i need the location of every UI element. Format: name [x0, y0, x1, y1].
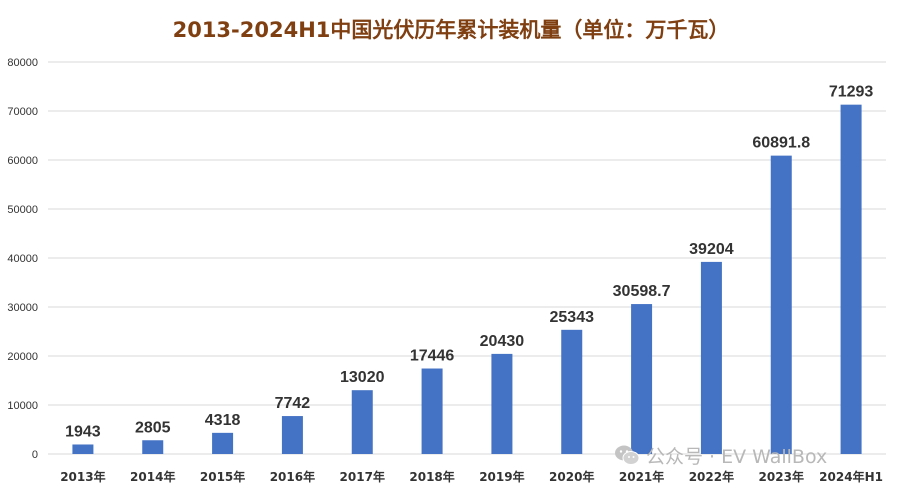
x-axis: 2013年 2014年 2015年 2016年 2017年 2018年 2019年 2020年…: [60, 469, 883, 484]
x-tick-label: 2022年: [689, 469, 734, 484]
y-tick-label: 10000: [7, 400, 38, 412]
x-tick-label: 2015年: [200, 469, 245, 484]
y-tick-label: 70000: [7, 106, 38, 118]
x-tick-label: 2013年: [60, 469, 105, 484]
x-tick-label: 2023年: [759, 469, 804, 484]
chart-title: 2013-2024H1中国光伏历年累计装机量（单位：万千瓦）: [172, 18, 730, 42]
bar: [840, 104, 862, 454]
bar: [142, 440, 164, 454]
data-label: 13020: [340, 369, 385, 386]
bar: [770, 155, 792, 454]
x-tick-label: 2021年: [619, 469, 664, 484]
bar: [351, 390, 373, 454]
bar: [491, 353, 513, 454]
data-labels: 1943 2805 4318 7742 13020 17446 20430 25343 3059…: [65, 84, 873, 441]
data-label: 60891.8: [752, 135, 810, 152]
bar: [281, 416, 303, 454]
data-label: 25343: [550, 309, 595, 326]
data-label: 1943: [65, 423, 101, 440]
gridlines: [48, 61, 886, 455]
x-tick-label: 2016年: [270, 469, 315, 484]
data-label: 20430: [480, 333, 525, 350]
x-tick-label: 2017年: [340, 469, 385, 484]
y-tick-label: 20000: [7, 351, 38, 363]
y-tick-label: 30000: [7, 302, 38, 314]
bars: [72, 104, 862, 454]
bar: [421, 368, 443, 454]
y-axis: 0 10000 20000 30000 40000 50000 60000 70000 8000…: [7, 57, 38, 461]
y-tick-label: 80000: [7, 57, 38, 69]
bar: [561, 329, 583, 454]
data-label: 4318: [205, 412, 241, 429]
bar: [212, 432, 234, 454]
bar: [700, 261, 722, 454]
y-tick-label: 50000: [7, 204, 38, 216]
data-label: 2805: [135, 419, 171, 436]
x-tick-label: 2024年H1: [819, 469, 883, 484]
bar: [631, 304, 653, 454]
data-label: 7742: [275, 395, 311, 412]
bar: [72, 444, 94, 454]
wechat-icon: [615, 445, 640, 465]
y-tick-label: 0: [32, 449, 38, 461]
data-label: 30598.7: [613, 283, 671, 300]
watermark: 公众号 · EV WallBox: [614, 441, 827, 469]
data-label: 17446: [410, 348, 455, 365]
x-tick-label: 2018年: [409, 469, 454, 484]
data-label: 39204: [689, 241, 734, 258]
watermark-text: 公众号 · EV WallBox: [646, 445, 828, 468]
y-tick-label: 40000: [7, 253, 38, 265]
y-tick-label: 60000: [7, 155, 38, 167]
x-tick-label: 2019年: [479, 469, 524, 484]
data-label: 71293: [829, 84, 874, 101]
x-tick-label: 2014年: [130, 469, 175, 484]
x-tick-label: 2020年: [549, 469, 594, 484]
